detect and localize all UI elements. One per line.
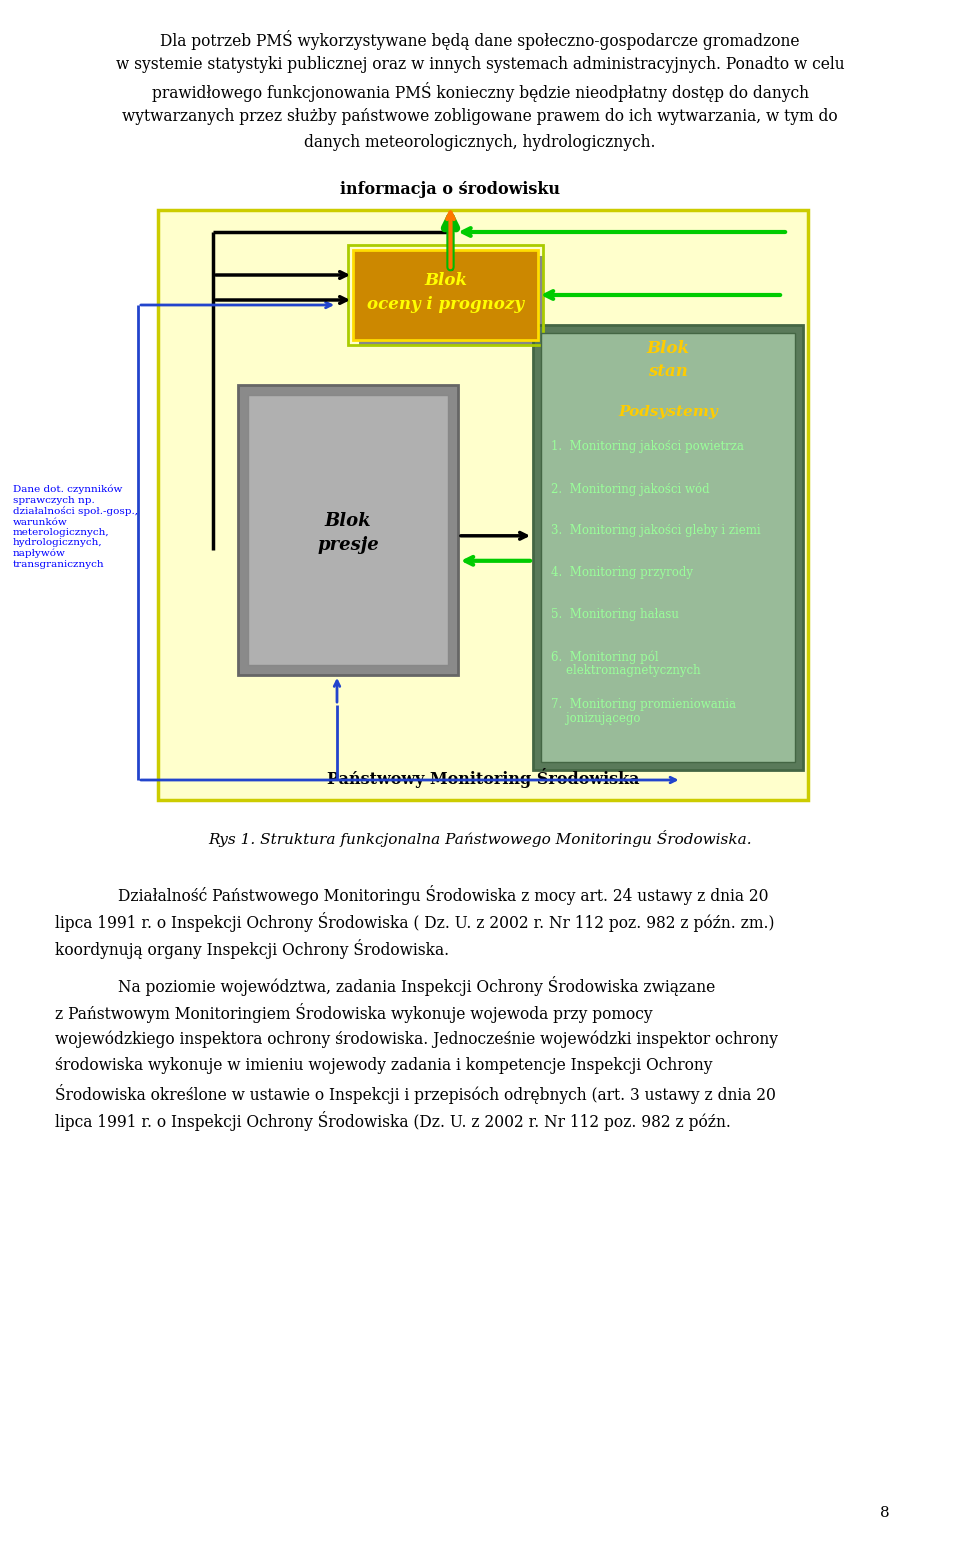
Bar bbox=[533, 325, 803, 770]
Text: Dla potrzeb PMŚ wykorzystywane będą dane społeczno-gospodarcze gromadzone: Dla potrzeb PMŚ wykorzystywane będą dane… bbox=[160, 29, 800, 50]
Bar bbox=[158, 210, 808, 800]
Text: danych meteorologicznych, hydrologicznych.: danych meteorologicznych, hydrologicznyc… bbox=[304, 135, 656, 152]
Text: Blok: Blok bbox=[646, 340, 689, 357]
Text: Blok: Blok bbox=[424, 272, 467, 289]
Text: stan: stan bbox=[648, 364, 688, 381]
Text: wytwarzanych przez służby państwowe zobligowane prawem do ich wytwarzania, w tym: wytwarzanych przez służby państwowe zobl… bbox=[122, 108, 838, 125]
Bar bbox=[238, 385, 458, 674]
Text: oceny i prognozy: oceny i prognozy bbox=[367, 295, 524, 312]
Text: środowiska wykonuje w imieniu wojewody zadania i kompetencje Inspekcji Ochrony: środowiska wykonuje w imieniu wojewody z… bbox=[55, 1057, 712, 1074]
Text: 8: 8 bbox=[880, 1505, 890, 1521]
Text: 1.  Monitoring jakości powietrza: 1. Monitoring jakości powietrza bbox=[551, 439, 744, 453]
Text: presje: presje bbox=[317, 535, 379, 554]
Text: Blok: Blok bbox=[324, 512, 372, 531]
Text: Państwowy Monitoring Środowiska: Państwowy Monitoring Środowiska bbox=[326, 767, 639, 787]
Text: koordynują organy Inspekcji Ochrony Środowiska.: koordynują organy Inspekcji Ochrony Środ… bbox=[55, 939, 449, 959]
Text: 3.  Monitoring jakości gleby i ziemi: 3. Monitoring jakości gleby i ziemi bbox=[551, 524, 760, 537]
Text: jonizującego: jonizującego bbox=[551, 712, 640, 726]
Bar bbox=[248, 394, 448, 665]
Text: z Państwowym Monitoringiem Środowiska wykonuje wojewoda przy pomocy: z Państwowym Monitoringiem Środowiska wy… bbox=[55, 1002, 653, 1023]
Text: elektromagnetycznych: elektromagnetycznych bbox=[551, 664, 701, 678]
Text: Na poziomie województwa, zadania Inspekcji Ochrony Środowiska związane: Na poziomie województwa, zadania Inspekc… bbox=[118, 976, 715, 996]
Text: Podsystemy: Podsystemy bbox=[618, 405, 718, 419]
Text: wojewódzkiego inspektora ochrony środowiska. Jednocześnie wojewódzki inspektor o: wojewódzkiego inspektora ochrony środowi… bbox=[55, 1030, 778, 1047]
Text: informacja o środowisku: informacja o środowisku bbox=[341, 181, 561, 198]
Bar bbox=[348, 244, 543, 345]
Text: 4.  Monitoring przyrody: 4. Monitoring przyrody bbox=[551, 566, 693, 579]
Text: Dane dot. czynników
sprawczych np.
działalności społ.-gosp.,
warunków
meterologi: Dane dot. czynników sprawczych np. dział… bbox=[13, 486, 138, 569]
Text: prawidłowego funkcjonowania PMŚ konieczny będzie nieodpłatny dostęp do danych: prawidłowego funkcjonowania PMŚ konieczn… bbox=[152, 82, 808, 102]
Text: Środowiska określone w ustawie o Inspekcji i przepisóch odrębnych (art. 3 ustawy: Środowiska określone w ustawie o Inspekc… bbox=[55, 1084, 776, 1105]
Text: 7.  Monitoring promieniowania: 7. Monitoring promieniowania bbox=[551, 698, 736, 712]
Text: 2.  Monitoring jakości wód: 2. Monitoring jakości wód bbox=[551, 483, 709, 495]
Text: 5.  Monitoring hałasu: 5. Monitoring hałasu bbox=[551, 608, 679, 620]
Text: Rys 1. Struktura funkcjonalna Państwowego Monitoringu Środowiska.: Rys 1. Struktura funkcjonalna Państwoweg… bbox=[208, 831, 752, 848]
Text: Działalność Państwowego Monitoringu Środowiska z mocy art. 24 ustawy z dnia 20: Działalność Państwowego Monitoringu Środ… bbox=[118, 885, 769, 905]
Bar bbox=[359, 255, 544, 347]
Text: lipca 1991 r. o Inspekcji Ochrony Środowiska (Dz. U. z 2002 r. Nr 112 poz. 982 z: lipca 1991 r. o Inspekcji Ochrony Środow… bbox=[55, 1111, 731, 1131]
Text: w systemie statystyki publicznej oraz w innych systemach administracyjnych. Pona: w systemie statystyki publicznej oraz w … bbox=[116, 56, 844, 73]
Text: lipca 1991 r. o Inspekcji Ochrony Środowiska ( Dz. U. z 2002 r. Nr 112 poz. 982 : lipca 1991 r. o Inspekcji Ochrony Środow… bbox=[55, 913, 775, 931]
Bar bbox=[353, 251, 538, 340]
Bar bbox=[541, 333, 795, 763]
Text: 6.  Monitoring pól: 6. Monitoring pól bbox=[551, 650, 659, 664]
